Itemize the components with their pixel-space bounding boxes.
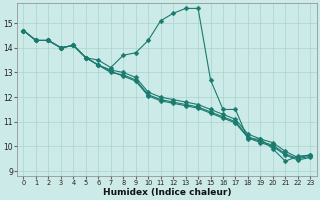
X-axis label: Humidex (Indice chaleur): Humidex (Indice chaleur) <box>103 188 231 197</box>
